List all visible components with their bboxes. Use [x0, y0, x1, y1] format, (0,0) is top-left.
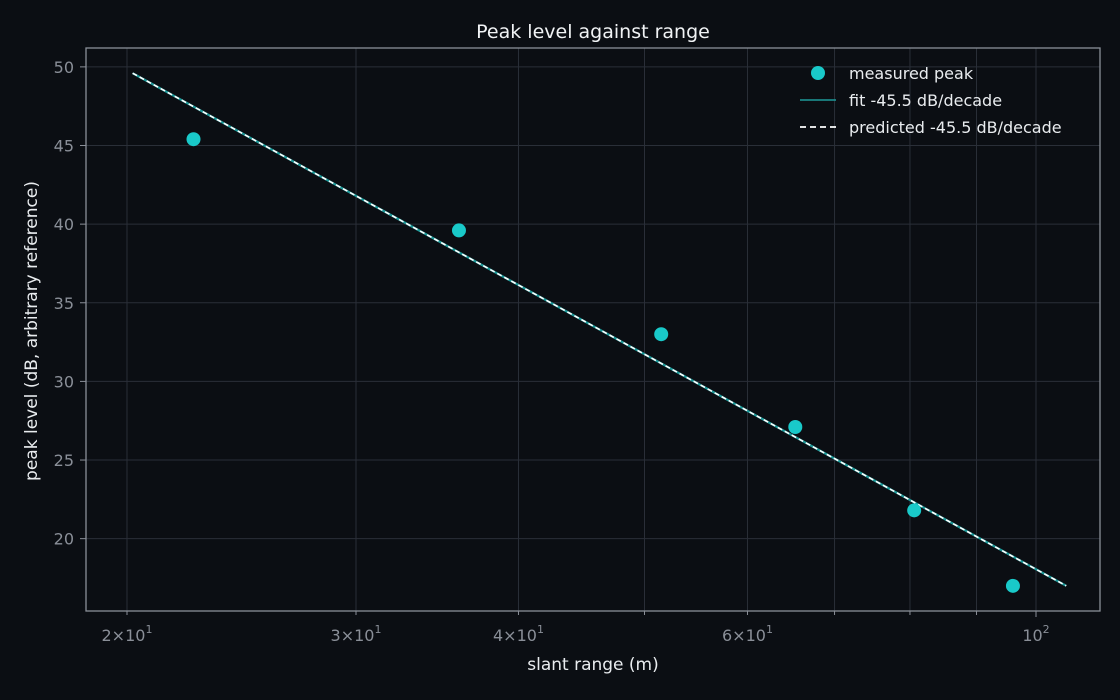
data-point — [654, 327, 669, 342]
y-tick-label: 20 — [54, 530, 74, 549]
legend-label-measured: measured peak — [849, 64, 974, 83]
y-tick-label: 25 — [54, 451, 74, 470]
scatter-points-layer — [186, 132, 1020, 593]
y-tick-label: 50 — [54, 58, 74, 77]
predicted-line — [132, 72, 1067, 587]
data-point — [451, 223, 466, 238]
x-tick-label: 2×101 — [102, 623, 153, 645]
grid — [86, 48, 1100, 611]
axis-ticks: 2×101 3×101 4×101 6×101 102 20 25 30 35 40 45 50 — [54, 58, 1050, 645]
y-tick-label: 35 — [54, 294, 74, 313]
x-tick-label: 3×101 — [331, 623, 382, 645]
y-tick-label: 30 — [54, 372, 74, 391]
data-point — [907, 503, 922, 518]
legend-label-fit: fit -45.5 dB/decade — [849, 91, 1002, 110]
fit-line-layer — [132, 72, 1067, 587]
legend-label-predicted: predicted -45.5 dB/decade — [849, 118, 1062, 137]
legend: measured peak fit -45.5 dB/decade predic… — [800, 64, 1062, 137]
data-point — [788, 420, 803, 435]
legend-marker-measured — [811, 66, 825, 80]
data-point — [186, 132, 201, 147]
x-tick-label: 4×101 — [493, 623, 544, 645]
y-tick-label: 45 — [54, 137, 74, 156]
data-point — [1005, 578, 1020, 593]
y-tick-label: 40 — [54, 215, 74, 234]
x-tick-label: 6×101 — [722, 623, 773, 645]
chart-title: Peak level against range — [476, 21, 710, 43]
x-axis-label: slant range (m) — [527, 655, 659, 675]
axes-frame — [85, 47, 1101, 612]
y-axis-label: peak level (dB, arbitrary reference) — [22, 181, 42, 481]
x-tick-label: 102 — [1022, 623, 1049, 645]
